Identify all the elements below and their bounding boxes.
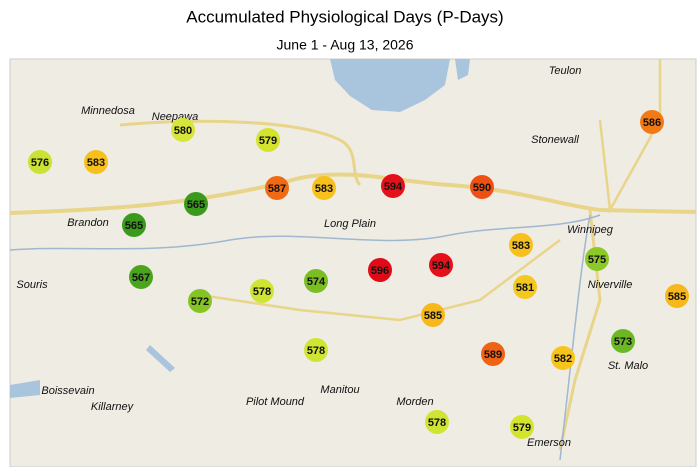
station-value: 586 [643, 117, 661, 129]
highway [9, 172, 697, 215]
station-value: 567 [132, 272, 150, 284]
station-value: 596 [371, 265, 389, 277]
station-marker [640, 110, 664, 134]
station-marker [312, 176, 336, 200]
place-label: Souris [16, 279, 48, 291]
station-value: 573 [614, 336, 632, 348]
place-label: Killarney [91, 401, 135, 413]
station-marker [184, 192, 208, 216]
station-value: 589 [484, 349, 502, 361]
station-value: 572 [191, 296, 209, 308]
basemap [9, 58, 697, 467]
station-marker [304, 269, 328, 293]
river [9, 214, 601, 251]
station-marker [256, 128, 280, 152]
station-marker [84, 150, 108, 174]
place-label: Long Plain [324, 218, 376, 230]
station-marker [425, 410, 449, 434]
place-label: Teulon [549, 65, 582, 77]
station-value: 578 [253, 286, 271, 298]
place-label: Emerson [527, 437, 571, 449]
station-marker [421, 303, 445, 327]
station-value: 578 [307, 345, 325, 357]
station-value: 578 [428, 417, 446, 429]
station-marker [481, 342, 505, 366]
station-marker [122, 213, 146, 237]
place-label: Niverville [588, 279, 633, 291]
station-value: 580 [174, 125, 192, 137]
place-label: Morden [396, 396, 433, 408]
lake [330, 59, 450, 112]
lake [455, 59, 470, 80]
station-marker [129, 265, 153, 289]
station-value: 582 [554, 353, 572, 365]
title: Accumulated Physiological Days (P-Days) [186, 7, 503, 26]
station-value: 587 [268, 183, 286, 195]
station-value: 583 [315, 183, 333, 195]
highway [598, 59, 662, 215]
station-value: 575 [588, 254, 606, 266]
river [559, 214, 591, 461]
station-marker [381, 174, 405, 198]
station-value: 583 [87, 157, 105, 169]
subtitle: June 1 - Aug 13, 2026 [277, 37, 414, 53]
station-value: 574 [307, 276, 326, 288]
place-label: Boissevain [41, 385, 94, 397]
station-value: 590 [473, 182, 491, 194]
station-marker [470, 175, 494, 199]
station-marker [665, 284, 689, 308]
station-value: 583 [512, 240, 530, 252]
station-marker [250, 279, 274, 303]
station-marker [171, 118, 195, 142]
station-marker [611, 329, 635, 353]
map-background [9, 58, 697, 467]
place-label: Manitou [320, 384, 359, 396]
station-value: 594 [384, 181, 403, 193]
station-marker [513, 275, 537, 299]
place-label: St. Malo [608, 360, 648, 372]
station-value: 579 [513, 422, 531, 434]
station-value: 565 [125, 220, 143, 232]
stations: 576 583 580 579 565 565 587 583 594 590 586 567 572 5… [28, 110, 689, 439]
station-value: 565 [187, 199, 205, 211]
station-value: 594 [432, 260, 451, 272]
place-label: Brandon [67, 217, 109, 229]
station-marker [368, 258, 392, 282]
place-label: Pilot Mound [246, 396, 305, 408]
station-marker [551, 346, 575, 370]
place-label: Stonewall [531, 134, 579, 146]
station-marker [265, 176, 289, 200]
station-marker [429, 253, 453, 277]
station-value: 585 [424, 310, 442, 322]
station-value: 581 [516, 282, 534, 294]
place-label: Winnipeg [567, 224, 614, 236]
station-marker [585, 247, 609, 271]
station-marker [188, 289, 212, 313]
lake [146, 345, 175, 372]
station-value: 576 [31, 157, 49, 169]
station-marker [509, 233, 533, 257]
lake [10, 380, 40, 398]
highway [199, 239, 561, 322]
station-marker [28, 150, 52, 174]
station-marker [304, 338, 328, 362]
station-value: 579 [259, 135, 277, 147]
place-label: Minnedosa [81, 105, 135, 117]
station-marker [510, 415, 534, 439]
station-value: 585 [668, 291, 686, 303]
